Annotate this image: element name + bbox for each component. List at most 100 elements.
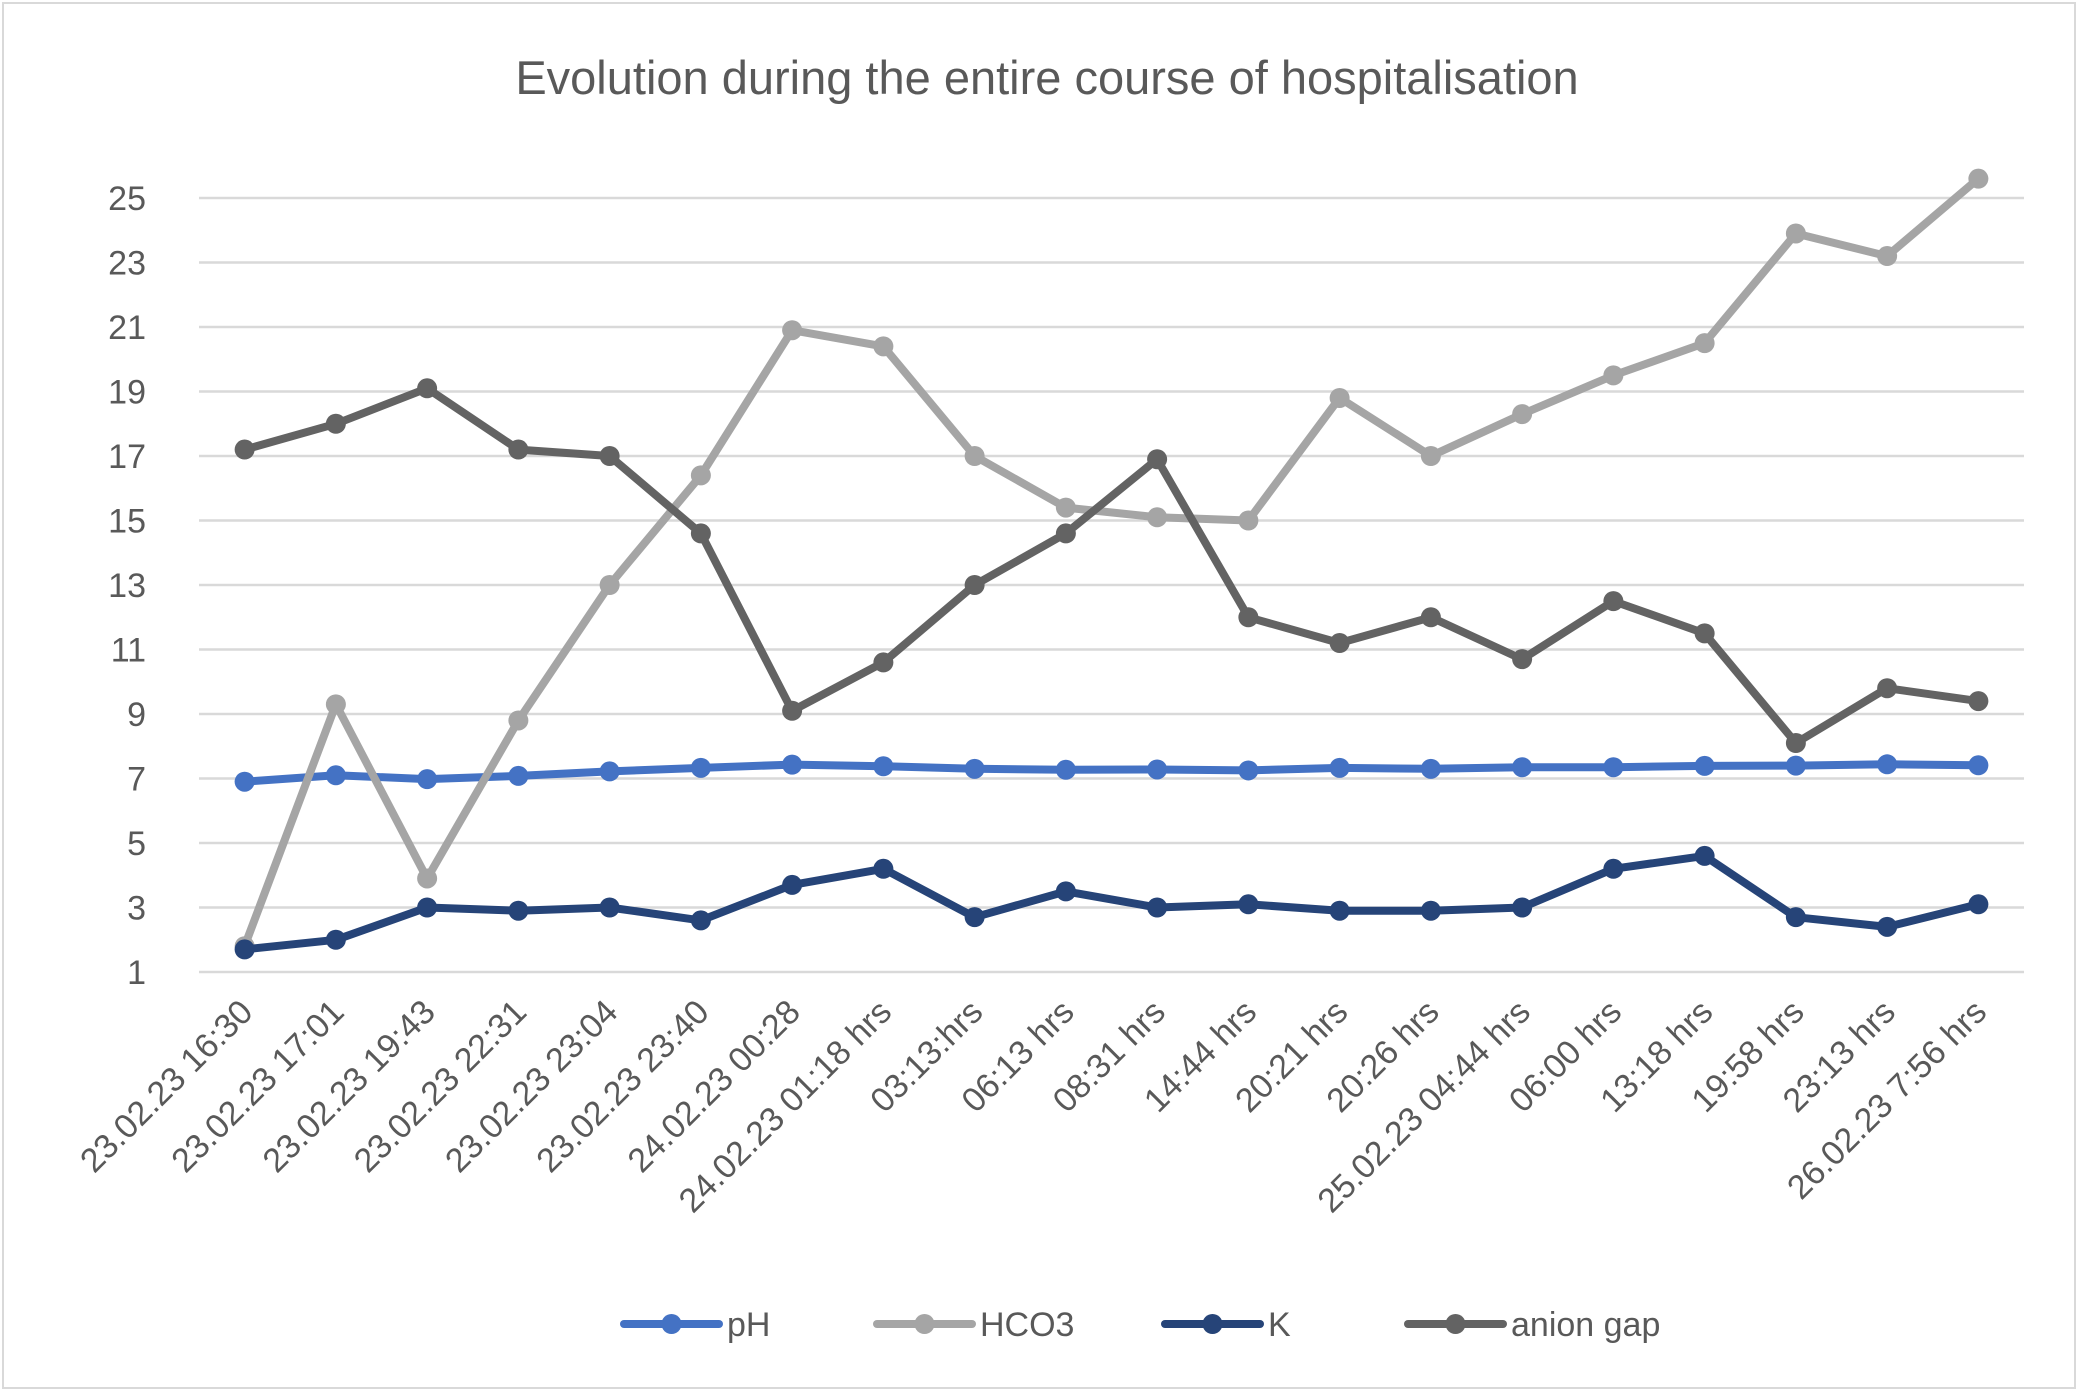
data-point-ph — [1055, 759, 1076, 780]
legend-label: anion gap — [1511, 1306, 1660, 1344]
data-point-k — [690, 910, 711, 931]
data-point-hco3 — [873, 336, 894, 357]
y-tick-label: 23 — [108, 245, 146, 283]
data-point-ph — [599, 761, 620, 782]
data-point-ph — [508, 765, 529, 786]
data-point-ph — [873, 756, 894, 777]
legend-marker — [661, 1314, 682, 1334]
data-point-k — [1694, 845, 1715, 866]
data-point-anion-gap — [1512, 649, 1533, 670]
y-tick-label: 9 — [127, 696, 146, 734]
legend-label: pH — [727, 1306, 770, 1344]
data-point-k — [325, 929, 346, 950]
legend-marker — [1202, 1314, 1223, 1334]
data-point-anion-gap — [1329, 633, 1350, 654]
data-point-anion-gap — [325, 413, 346, 434]
series-line-anion-gap — [240, 384, 1983, 747]
y-tick-label: 21 — [108, 309, 146, 347]
y-tick-label: 3 — [127, 890, 146, 928]
data-point-ph — [1238, 760, 1259, 781]
data-point-k — [1877, 916, 1898, 937]
data-point-k — [1785, 907, 1806, 928]
data-point-k — [1603, 858, 1624, 879]
legend-marker — [1445, 1314, 1466, 1334]
y-tick-label: 1 — [127, 954, 146, 992]
series-ph — [234, 754, 1989, 792]
data-point-hco3 — [782, 320, 803, 341]
data-point-anion-gap — [782, 700, 803, 721]
data-point-hco3 — [1603, 365, 1624, 386]
data-point-hco3 — [1329, 387, 1350, 408]
data-point-ph — [1420, 758, 1441, 779]
data-point-k — [782, 874, 803, 895]
data-point-ph — [1694, 755, 1715, 776]
data-point-anion-gap — [599, 446, 620, 466]
data-point-hco3 — [1238, 510, 1259, 531]
data-point-anion-gap — [1603, 591, 1624, 612]
data-point-ph — [1512, 757, 1533, 778]
series-lines — [234, 168, 1989, 960]
legend-marker — [914, 1314, 935, 1334]
series-line-ph — [240, 760, 1983, 786]
series-line-hco3 — [240, 174, 1983, 951]
data-point-hco3 — [1147, 507, 1168, 528]
legend-label: HCO3 — [980, 1306, 1074, 1344]
data-point-k — [234, 939, 255, 960]
data-point-anion-gap — [1694, 623, 1715, 644]
data-point-k — [1055, 881, 1076, 902]
data-point-hco3 — [1877, 246, 1898, 267]
data-point-ph — [964, 758, 985, 779]
data-point-ph — [690, 757, 711, 778]
data-point-anion-gap — [417, 378, 438, 399]
data-point-k — [508, 900, 529, 921]
series-anion-gap — [234, 378, 1989, 754]
data-point-k — [1420, 900, 1441, 921]
y-tick-label: 13 — [108, 567, 146, 605]
y-tick-label: 25 — [108, 180, 146, 218]
data-point-k — [1329, 900, 1350, 921]
data-point-ph — [1329, 757, 1350, 778]
data-point-ph — [417, 769, 438, 790]
data-point-anion-gap — [964, 575, 985, 595]
data-point-k — [1512, 897, 1533, 918]
data-point-k — [964, 907, 985, 928]
y-tick-label: 5 — [127, 825, 146, 863]
legend-item-ph: pH — [620, 1306, 770, 1344]
data-point-hco3 — [1420, 446, 1441, 466]
data-point-anion-gap — [1785, 733, 1806, 754]
data-point-hco3 — [508, 710, 529, 731]
data-point-ph — [234, 771, 255, 792]
data-point-k — [1968, 894, 1989, 915]
data-point-anion-gap — [873, 652, 894, 673]
data-point-ph — [1603, 757, 1624, 778]
y-tick-label: 15 — [108, 503, 146, 541]
line-chart: Evolution during the entire course of ho… — [73, 51, 2024, 1344]
y-tick-label: 7 — [127, 761, 146, 799]
data-point-anion-gap — [690, 523, 711, 544]
y-tick-label: 17 — [108, 438, 146, 476]
data-point-anion-gap — [1238, 607, 1259, 628]
data-point-anion-gap — [234, 439, 255, 460]
series-k — [234, 845, 1989, 960]
gridlines — [199, 196, 2024, 974]
data-point-anion-gap — [1147, 449, 1168, 470]
data-point-k — [1238, 894, 1259, 915]
data-point-anion-gap — [1968, 691, 1989, 712]
data-point-k — [599, 897, 620, 918]
y-tick-label: 19 — [108, 374, 146, 412]
data-point-ph — [1968, 755, 1989, 776]
data-point-k — [873, 858, 894, 879]
data-point-hco3 — [325, 694, 346, 715]
data-point-hco3 — [1055, 497, 1076, 518]
chart-title: Evolution during the entire course of ho… — [515, 51, 1578, 104]
data-point-hco3 — [1968, 168, 1989, 189]
data-point-hco3 — [599, 575, 620, 595]
data-point-ph — [325, 765, 346, 786]
data-point-anion-gap — [1877, 678, 1898, 699]
data-point-hco3 — [690, 465, 711, 486]
series-line-k — [240, 851, 1983, 954]
